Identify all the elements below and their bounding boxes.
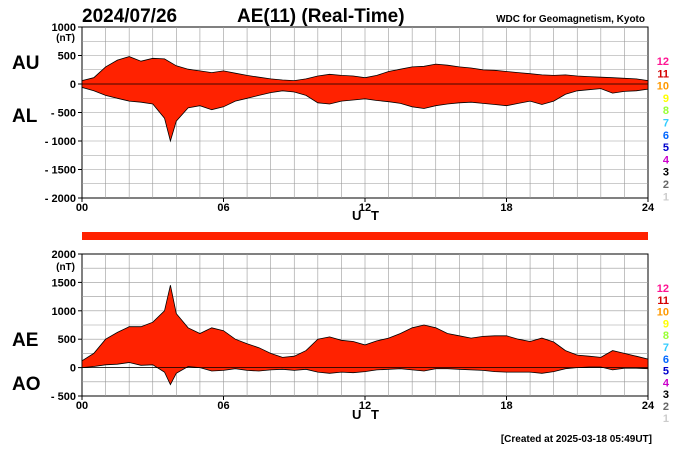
level-label: 8 [663, 330, 669, 342]
au-al-x-tick-label: 06 [217, 202, 229, 214]
ae-ao-x-tick-label: 12 [359, 400, 371, 412]
au-al-y-tick-label: 1000 [52, 22, 76, 34]
ae-ao-y-tick-label: - 500 [51, 391, 76, 403]
ae-ao-area [81, 285, 649, 386]
ao-series-label: AO [12, 374, 41, 395]
ae-ao-x-tick-label: 18 [500, 400, 512, 412]
au-al-y-tick-label: - 2000 [45, 193, 76, 205]
ae-ao-y-ticks: 2000 1500 1000 500 0 - 500 [51, 249, 82, 403]
au-al-x-tick-label: 00 [76, 202, 88, 214]
au-al-y-tick-label: - 500 [51, 108, 76, 120]
level-label: 10 [657, 307, 669, 319]
level-label: 10 [657, 81, 669, 93]
level-label: 12 [657, 56, 669, 68]
au-al-x-tick-label: 24 [642, 202, 655, 214]
level-label: 11 [657, 68, 669, 80]
au-al-y-ticks: 1000 500 0 - 500 - 1000 - 1500 - 2000 [45, 22, 82, 205]
level-label: 7 [663, 118, 669, 130]
au-series-label: AU [12, 53, 39, 74]
ae-ao-y-tick-label: 0 [70, 363, 76, 375]
level-label: 4 [663, 154, 670, 166]
al-series-label: AL [12, 106, 38, 127]
level-label: 5 [663, 366, 669, 378]
au-al-x-tick-label: 18 [500, 202, 512, 214]
level-label: 11 [657, 295, 669, 307]
level-label: 6 [663, 130, 669, 142]
ae-ao-x-axis-title: U T [352, 407, 382, 422]
au-al-x-ticks: 00 06 12 18 24 [76, 198, 655, 214]
au-al-y-tick-label: - 1000 [45, 136, 76, 148]
header-title: AE(11) (Real-Time) [237, 6, 405, 27]
level-label: 2 [663, 401, 669, 413]
au-al-y-tick-label: - 1500 [45, 165, 76, 177]
level-label: 3 [663, 167, 669, 179]
au-al-area [81, 56, 649, 143]
level-label: 8 [663, 105, 669, 117]
level-label: 6 [663, 354, 669, 366]
ae-ao-y-tick-label: 500 [58, 334, 76, 346]
au-al-unit: (nT) [56, 33, 75, 44]
au-al-x-tick-label: 12 [359, 202, 371, 214]
level-label: 1 [663, 191, 669, 203]
level-label: 1 [663, 413, 669, 425]
ae-ao-y-tick-label: 2000 [52, 249, 76, 261]
au-al-y-tick-label: 0 [70, 79, 76, 91]
level-label: 2 [663, 179, 669, 191]
ae-ao-y-tick-label: 1500 [52, 277, 76, 289]
level-label: 3 [663, 389, 669, 401]
au-al-gridlines [82, 27, 648, 198]
ae-ao-y-tick-label: 1000 [52, 306, 76, 318]
created-timestamp: [Created at 2025-03-18 05:49UT] [501, 434, 652, 445]
ae-series-label: AE [12, 330, 38, 351]
header-date: 2024/07/26 [82, 6, 177, 27]
ae-ao-unit: (nT) [56, 262, 75, 273]
ae-ao-x-tick-label: 00 [76, 400, 88, 412]
separator-bar [82, 232, 648, 240]
au-al-y-tick-label: 500 [58, 51, 76, 63]
au-al-x-axis-title: U T [352, 208, 382, 223]
level-label: 12 [657, 283, 669, 295]
ae-ao-x-ticks: 00 06 12 18 24 [76, 396, 655, 412]
level-label: 5 [663, 142, 669, 154]
level-label: 9 [663, 318, 669, 330]
header-source: WDC for Geomagnetism, Kyoto [496, 14, 645, 25]
level-label: 9 [663, 93, 669, 105]
level-label: 7 [663, 342, 669, 354]
ae-ao-x-tick-label: 06 [217, 400, 229, 412]
level-label: 4 [663, 377, 670, 389]
ae-ao-x-tick-label: 24 [642, 400, 655, 412]
